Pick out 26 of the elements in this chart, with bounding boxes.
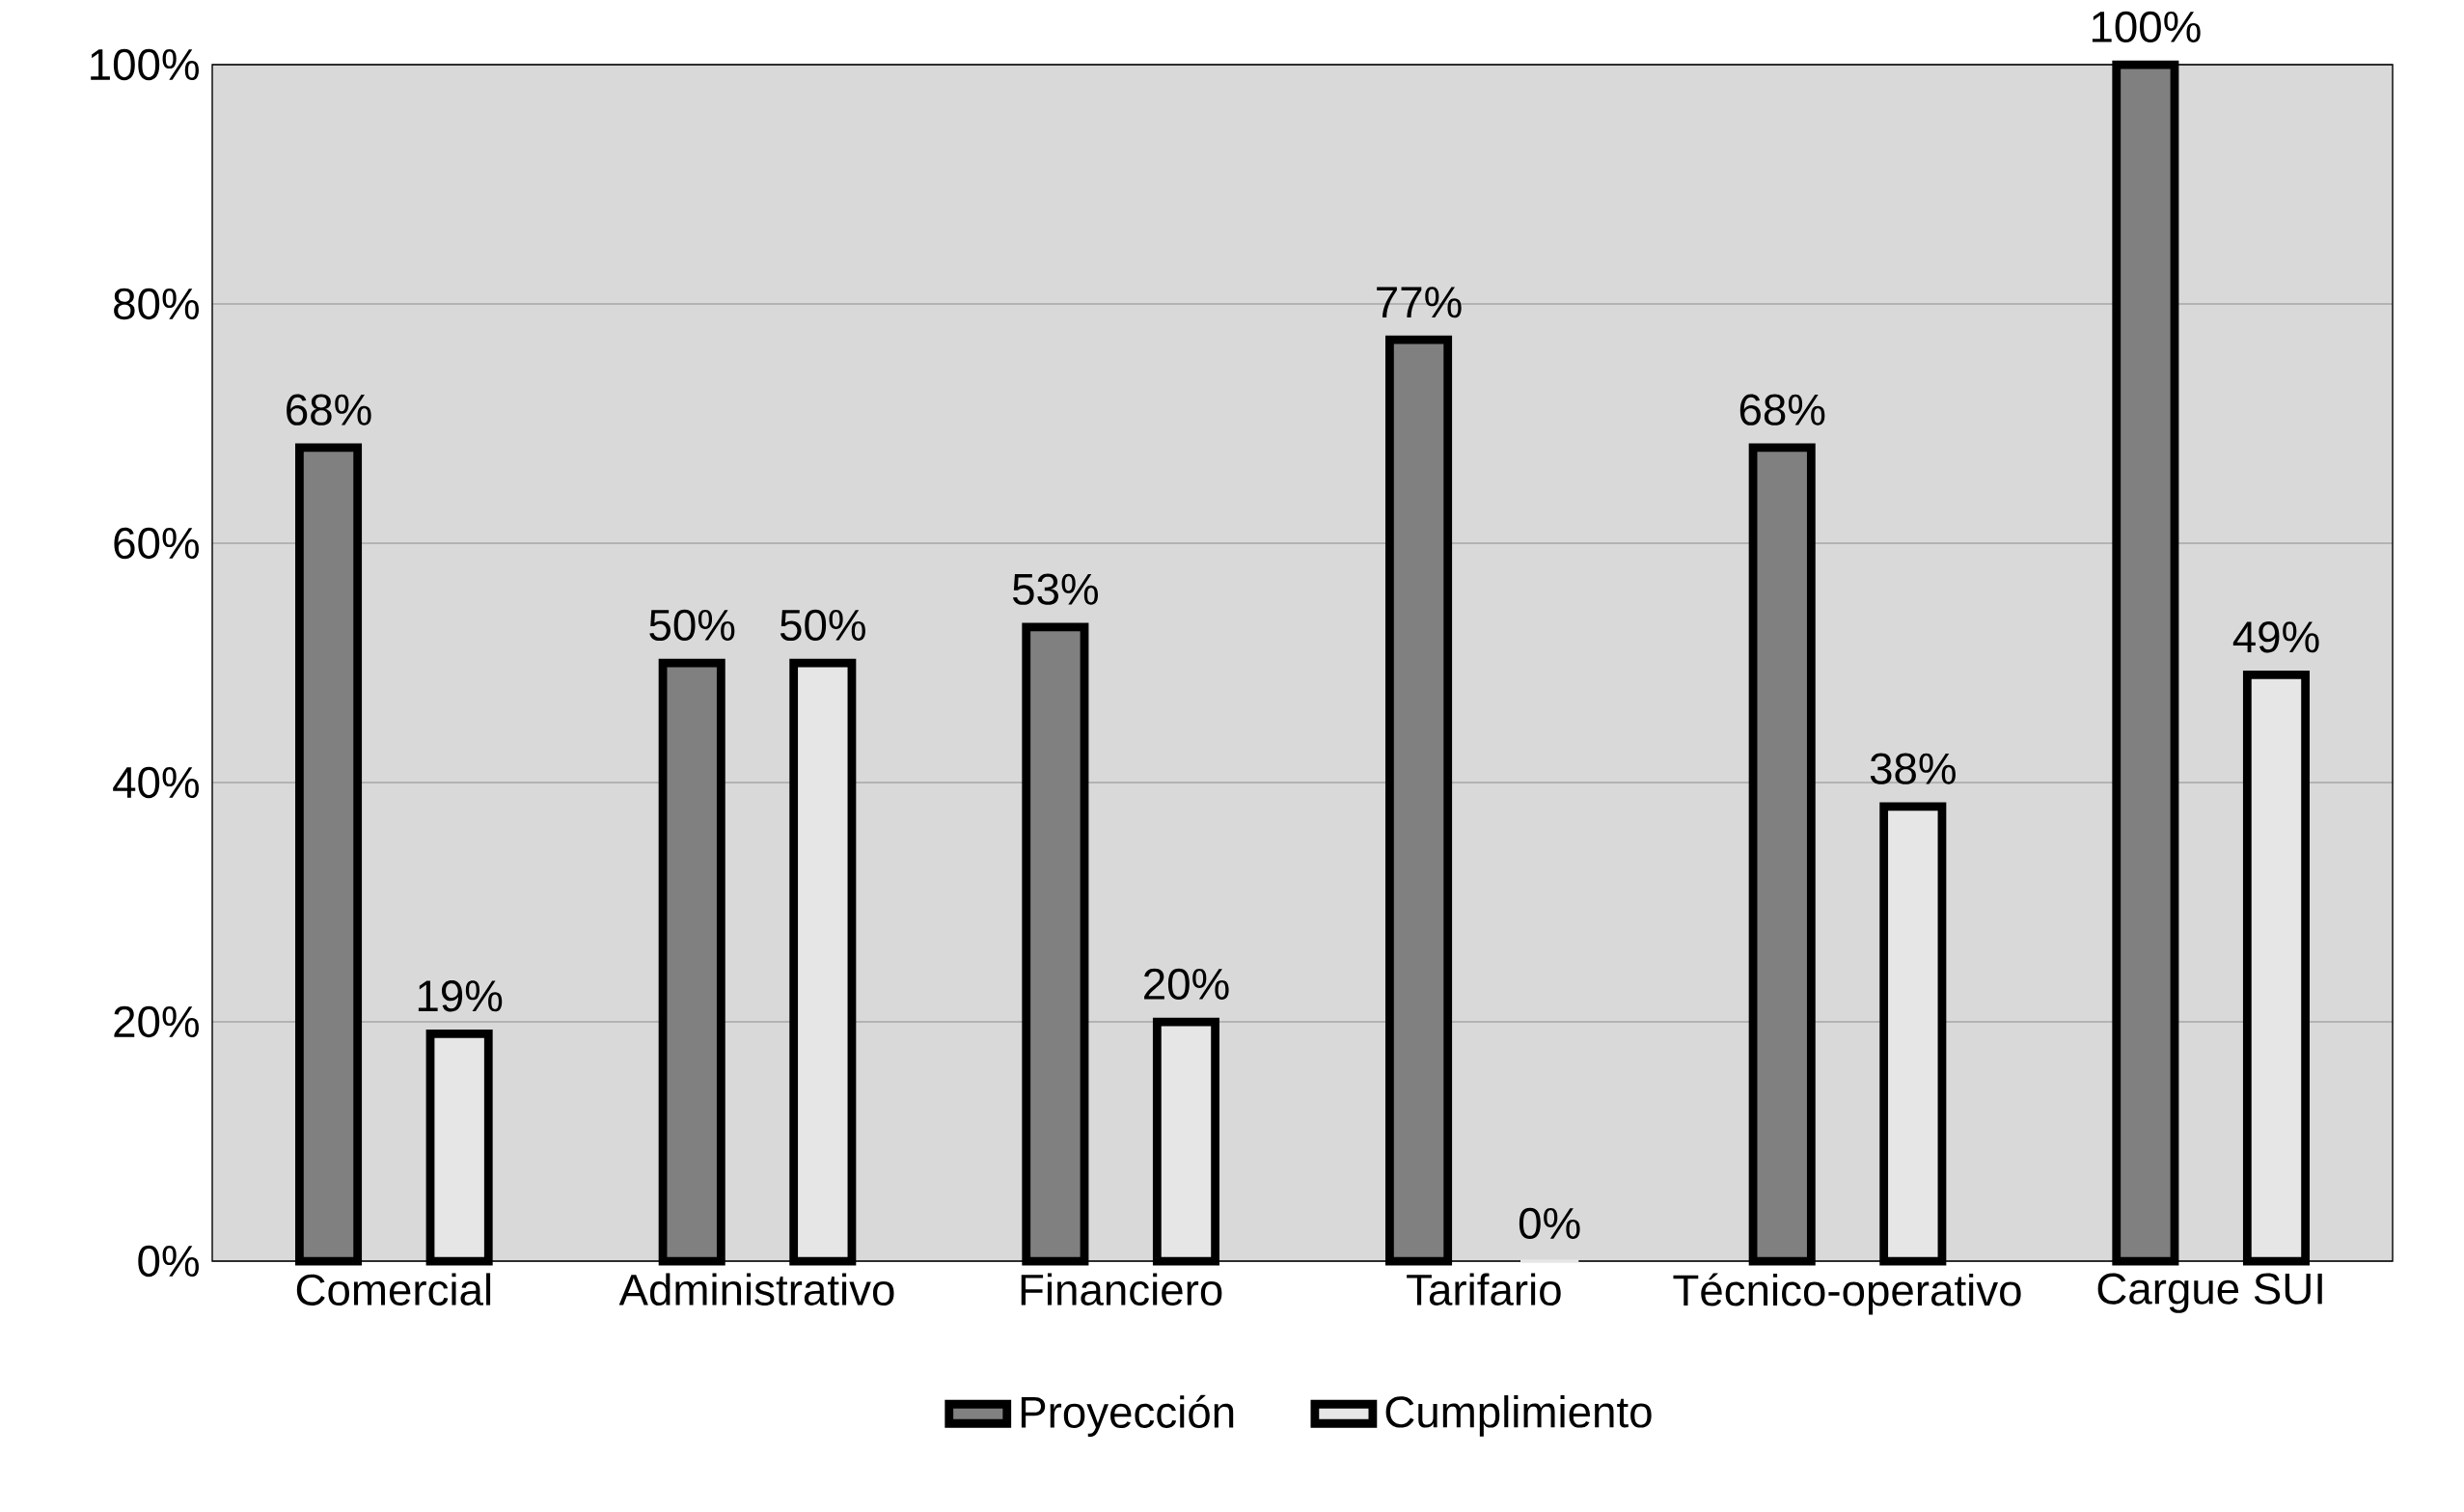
data-label: 53% xyxy=(1012,573,1098,605)
legend-label: Cumplimiento xyxy=(1385,1395,1652,1437)
data-label: 19% xyxy=(418,980,503,1012)
y-tick-label: 0% xyxy=(138,1245,199,1278)
data-label: 68% xyxy=(1739,394,1825,426)
data-label: 50% xyxy=(649,609,735,642)
x-tick-label: Técnico-operativo xyxy=(1673,1273,2021,1315)
x-tick-label: Administrativo xyxy=(618,1273,894,1306)
data-label: 77% xyxy=(1377,287,1462,318)
y-tick-label: 100% xyxy=(91,48,199,81)
x-tick-label: Tarifario xyxy=(1407,1273,1561,1306)
y-tick-label: 40% xyxy=(113,766,199,799)
x-tick-label: Cargue SUI xyxy=(2097,1273,2322,1313)
x-tick-label: Comercial xyxy=(296,1273,491,1306)
legend-label: Proyección xyxy=(1021,1394,1234,1437)
data-label: 100% xyxy=(2092,11,2201,43)
data-label: 49% xyxy=(2232,621,2319,653)
data-label: 38% xyxy=(1870,753,1956,784)
data-label: 68% xyxy=(287,394,371,426)
x-tick-label: Financiero xyxy=(1021,1273,1222,1306)
data-label: 20% xyxy=(1144,968,1229,1001)
data-label: 0% xyxy=(1519,1207,1580,1240)
y-tick-label: 60% xyxy=(114,527,199,560)
y-tick-label: 80% xyxy=(114,288,199,320)
data-label: 50% xyxy=(780,609,865,642)
y-tick-label: 20% xyxy=(114,1005,199,1038)
